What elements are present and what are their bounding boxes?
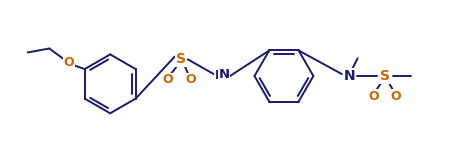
Text: O: O (63, 56, 74, 69)
Text: N: N (344, 69, 356, 83)
Text: N: N (218, 67, 230, 81)
Text: S: S (176, 52, 186, 66)
Text: O: O (390, 90, 401, 103)
Text: H: H (215, 69, 225, 83)
Text: S: S (380, 69, 390, 83)
Text: O: O (185, 73, 196, 86)
Text: O: O (368, 90, 379, 103)
Text: O: O (163, 73, 173, 86)
